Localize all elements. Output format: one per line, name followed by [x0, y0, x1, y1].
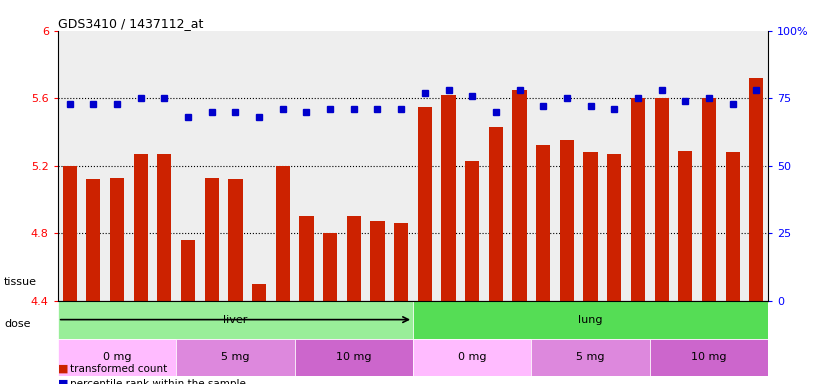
Bar: [702, 98, 716, 301]
Bar: [536, 146, 550, 301]
Bar: [134, 154, 148, 301]
Bar: [252, 284, 266, 301]
Bar: [631, 98, 645, 301]
Bar: [181, 240, 195, 301]
Text: ■: ■: [58, 364, 69, 374]
Text: 10 mg: 10 mg: [691, 353, 727, 362]
Bar: [370, 222, 385, 301]
Bar: [323, 233, 337, 301]
Bar: [394, 223, 408, 301]
FancyBboxPatch shape: [58, 301, 413, 339]
Bar: [86, 179, 101, 301]
Text: 5 mg: 5 mg: [221, 353, 249, 362]
Bar: [418, 107, 432, 301]
Bar: [276, 166, 290, 301]
Text: 0 mg: 0 mg: [458, 353, 487, 362]
Bar: [441, 95, 456, 301]
Text: transformed count: transformed count: [70, 364, 168, 374]
FancyBboxPatch shape: [58, 339, 176, 376]
Text: 0 mg: 0 mg: [102, 353, 131, 362]
Bar: [347, 216, 361, 301]
Bar: [489, 127, 503, 301]
Text: liver: liver: [223, 314, 248, 324]
Bar: [607, 154, 621, 301]
Text: tissue: tissue: [4, 277, 37, 287]
FancyBboxPatch shape: [531, 339, 650, 376]
Bar: [560, 141, 574, 301]
Bar: [299, 216, 314, 301]
Text: 5 mg: 5 mg: [577, 353, 605, 362]
FancyBboxPatch shape: [650, 339, 768, 376]
Bar: [654, 98, 669, 301]
Bar: [205, 177, 219, 301]
Bar: [512, 90, 527, 301]
Text: percentile rank within the sample: percentile rank within the sample: [70, 379, 246, 384]
Text: dose: dose: [4, 319, 31, 329]
FancyBboxPatch shape: [413, 339, 531, 376]
Bar: [63, 166, 77, 301]
Text: GDS3410 / 1437112_at: GDS3410 / 1437112_at: [58, 17, 203, 30]
Bar: [725, 152, 740, 301]
Bar: [157, 154, 172, 301]
Bar: [465, 161, 479, 301]
Bar: [228, 179, 243, 301]
Text: 10 mg: 10 mg: [336, 353, 372, 362]
Bar: [110, 177, 124, 301]
Text: ■: ■: [58, 379, 69, 384]
Bar: [749, 78, 763, 301]
FancyBboxPatch shape: [176, 339, 295, 376]
Bar: [678, 151, 692, 301]
FancyBboxPatch shape: [413, 301, 768, 339]
FancyBboxPatch shape: [295, 339, 413, 376]
Text: lung: lung: [578, 314, 603, 324]
Bar: [583, 152, 598, 301]
